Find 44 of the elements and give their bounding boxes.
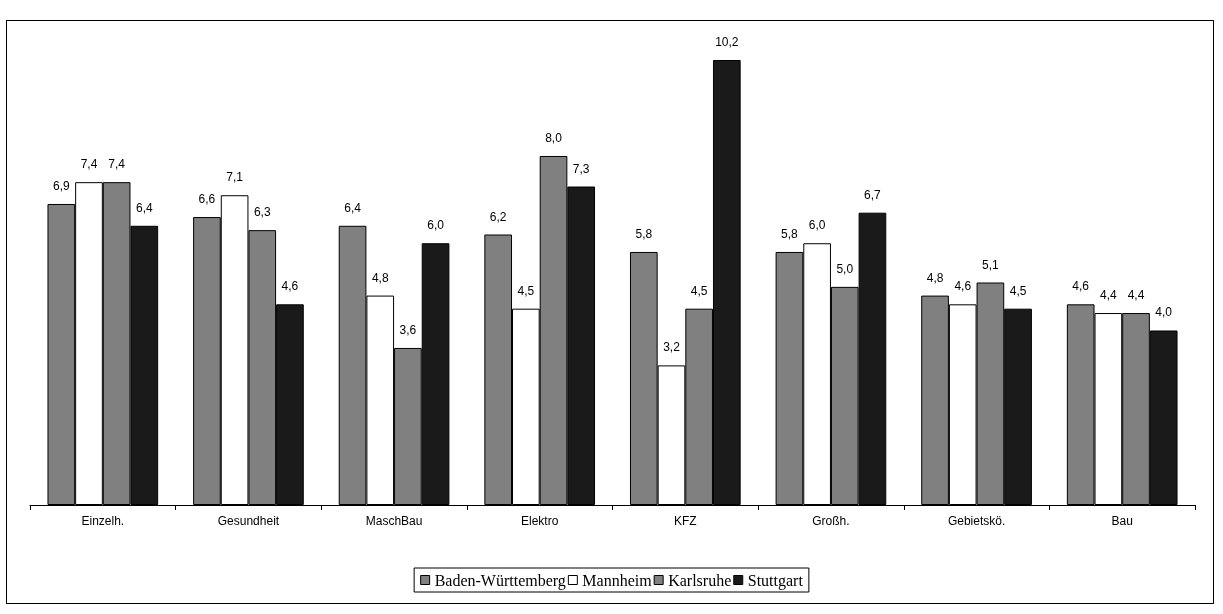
- data-label: 4,4: [1127, 288, 1145, 303]
- data-label: 4,0: [1155, 305, 1173, 320]
- data-label: 3,6: [399, 322, 417, 337]
- data-label: 6,6: [198, 192, 216, 207]
- legend-label: Baden-Württemberg: [434, 571, 566, 590]
- data-label: 4,6: [954, 279, 972, 294]
- x-tick-label: Gebietskö.: [947, 514, 1006, 528]
- legend-label: Mannheim: [582, 571, 653, 589]
- legend-label: Karlsruhe: [668, 571, 732, 589]
- x-tick-label: Großh.: [812, 514, 850, 528]
- data-label: 5,1: [982, 257, 1000, 272]
- x-tick-label: Elektro: [521, 514, 559, 528]
- data-label: 6,7: [864, 187, 882, 202]
- data-label: 7,3: [572, 161, 590, 176]
- data-label: 7,1: [226, 170, 244, 185]
- data-label: 6,9: [52, 178, 70, 193]
- data-label: 8,0: [545, 130, 563, 145]
- data-label: 6,0: [808, 218, 826, 233]
- data-label: 4,8: [926, 270, 944, 285]
- x-tick-label: Einzelh.: [81, 514, 125, 528]
- data-label: 4,8: [371, 270, 389, 285]
- data-label: 4,5: [690, 283, 708, 298]
- data-label: 6,0: [427, 218, 445, 233]
- data-label: 4,5: [517, 283, 535, 298]
- data-label: 5,0: [836, 261, 854, 276]
- data-label: 6,4: [344, 200, 362, 215]
- data-label: 6,2: [489, 209, 507, 224]
- x-tick-label: Gesundheit: [217, 514, 280, 528]
- x-tick-label: KFZ: [673, 514, 697, 528]
- data-label: 4,4: [1100, 288, 1118, 303]
- x-tick-label: Bau: [1111, 514, 1133, 528]
- data-label: 4,5: [1009, 283, 1027, 298]
- x-tick-label: MaschBau: [365, 514, 423, 528]
- data-label: 3,2: [663, 340, 681, 355]
- data-label: 5,8: [781, 226, 799, 241]
- data-label: 10,2: [715, 35, 739, 49]
- data-label: 4,6: [281, 279, 299, 294]
- data-label: 6,4: [135, 200, 153, 215]
- data-label: 4,6: [1072, 279, 1090, 294]
- data-label: 6,3: [253, 205, 271, 220]
- data-label: 7,4: [108, 157, 126, 172]
- legend-label: Stuttgart: [747, 571, 804, 590]
- data-label: 7,4: [80, 157, 98, 172]
- data-label: 5,8: [635, 226, 653, 241]
